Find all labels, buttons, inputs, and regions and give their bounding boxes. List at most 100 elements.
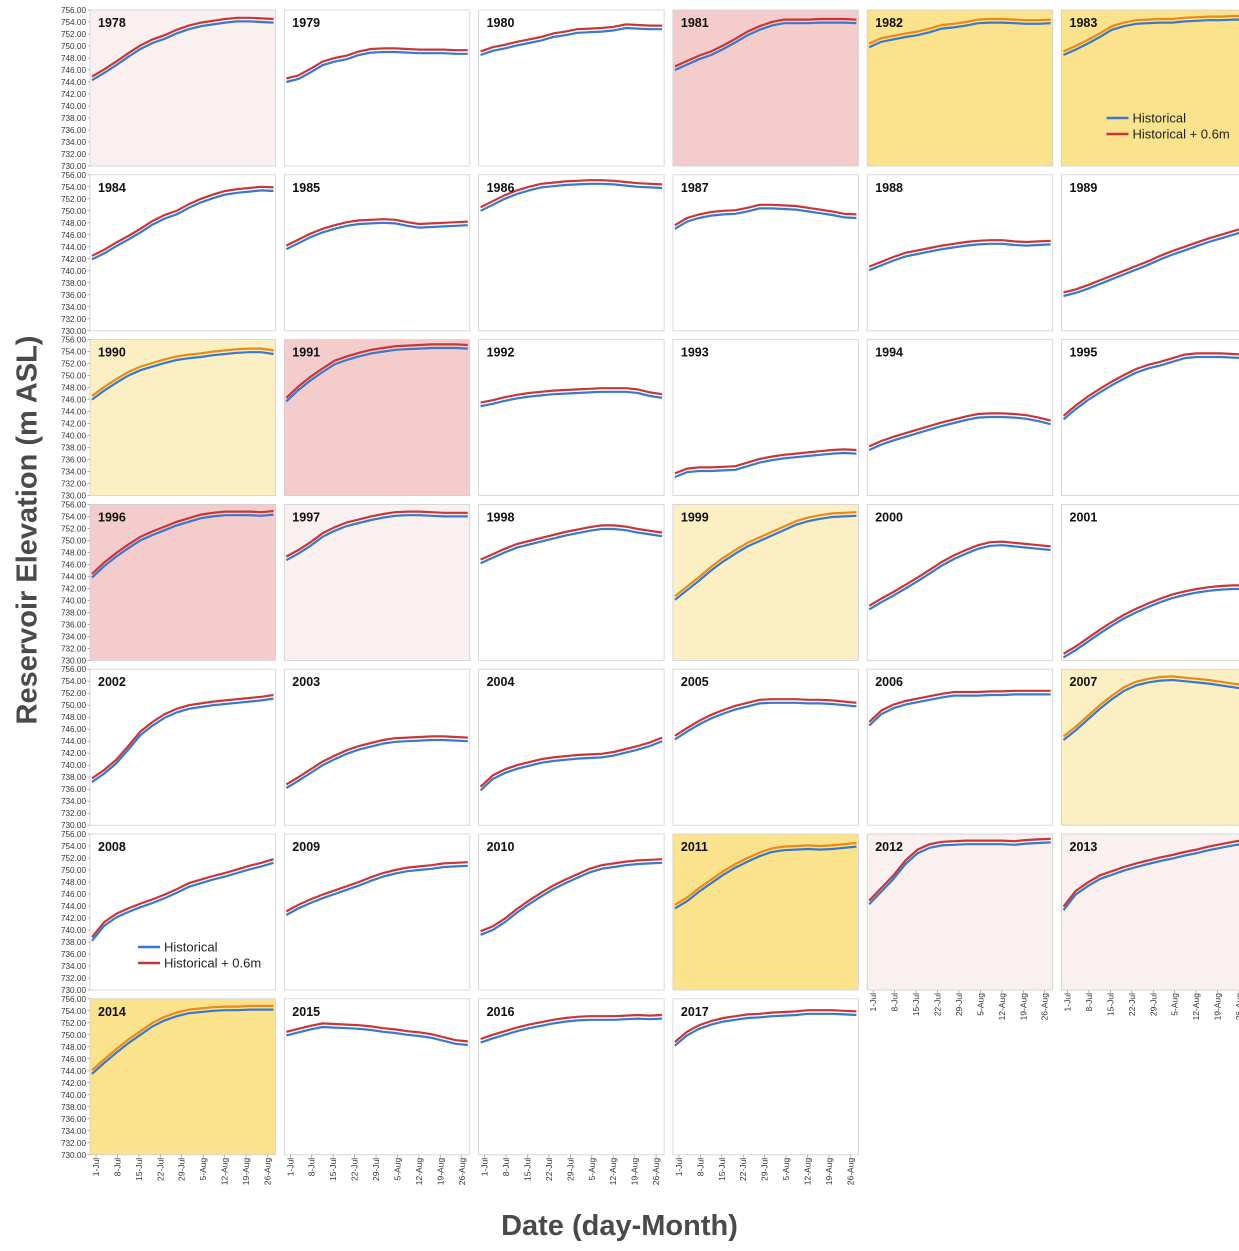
series-line-historical (868, 544, 1051, 611)
x-tick-label: 5-Aug (1170, 993, 1180, 1016)
series-line-historical-plus (674, 511, 857, 598)
y-tick-label: 742.00 (61, 749, 86, 758)
panel-year-label: 2014 (98, 1005, 126, 1019)
panel-2002: 2002 730.00 732.00 734.00 736.00 738.00 740.00… (61, 665, 276, 830)
x-tick-label: 29-Jul (760, 1158, 770, 1181)
panel-year-label: 1993 (681, 346, 709, 360)
panel-background (283, 668, 471, 826)
series-line-historical-plus (868, 837, 1051, 902)
panel-2007: 2007 (1061, 668, 1239, 826)
x-tick-label: 26-Aug (263, 1158, 273, 1186)
panel-2015: 2015 1-Jul 8-Jul 15-Jul 22-Jul 29-Jul 5-Aug 12-… (283, 998, 471, 1185)
series-line-historical (479, 740, 663, 792)
x-tick-label: 15-Jul (1105, 993, 1115, 1016)
x-tick-label: 19-Aug (1018, 993, 1028, 1021)
y-tick-label: 746.00 (61, 725, 86, 734)
series-line-historical (91, 1008, 274, 1075)
y-tick-label: 730.00 (61, 1151, 86, 1160)
x-tick-label: 12-Aug (220, 1158, 230, 1186)
x-tick-label: 8-Jul (307, 1158, 317, 1177)
panel-background (672, 833, 859, 991)
y-tick-label: 750.00 (61, 42, 86, 51)
y-tick-label: 754.00 (61, 1007, 86, 1016)
panel-year-label: 1999 (681, 510, 709, 524)
y-tick-label: 742.00 (61, 584, 86, 593)
panel-year-label: 1980 (487, 16, 515, 30)
y-tick-label: 740.00 (61, 102, 86, 111)
series-line-historical (1062, 355, 1239, 421)
panel-year-label: 2007 (1070, 675, 1098, 689)
series-line-historical-plus (868, 239, 1051, 268)
panel-background (283, 339, 471, 497)
panel-background (283, 9, 471, 167)
series-line-historical-plus (674, 1009, 857, 1043)
panel-1984: 1984 730.00 732.00 734.00 736.00 738.00 740.00… (61, 171, 276, 336)
x-tick-label: 1-Jul (480, 1158, 490, 1177)
series-line-historical (91, 697, 274, 783)
y-tick-label: 752.00 (61, 195, 86, 204)
y-tick-label: 732.00 (61, 480, 86, 489)
panel-background (866, 9, 1054, 167)
panel-year-label: 1978 (98, 16, 126, 30)
panel-1997: 1997 (283, 503, 471, 661)
y-tick-label: 738.00 (61, 114, 86, 123)
panel-background (478, 833, 665, 991)
panel-year-label: 1984 (98, 181, 126, 195)
panel-1990: 1990 730.00 732.00 734.00 736.00 738.00 740.00… (61, 336, 276, 501)
y-tick-label: 736.00 (61, 950, 86, 959)
panel-2016: 2016 1-Jul 8-Jul 15-Jul 22-Jul 29-Jul 5-Aug 12-… (478, 998, 665, 1186)
x-tick-label: 5-Aug (781, 1158, 791, 1181)
panel-background (1061, 833, 1239, 991)
y-tick-label: 742.00 (61, 914, 86, 923)
y-tick-label: 732.00 (61, 809, 86, 818)
series-line-historical-plus (286, 1022, 468, 1043)
panel-1988: 1988 (866, 174, 1054, 332)
series-line-historical-plus (91, 16, 274, 78)
x-tick-label: 15-Jul (522, 1158, 532, 1181)
panel-2001: 2001 (1061, 503, 1239, 661)
panel-1980: 1980 (478, 9, 665, 167)
series-line-historical-plus (480, 23, 663, 53)
y-tick-label: 740.00 (61, 1091, 86, 1100)
series-line-historical (91, 861, 274, 942)
panel-year-label: 2003 (292, 675, 320, 689)
series-line-historical (480, 527, 663, 565)
y-tick-label: 738.00 (61, 938, 86, 947)
y-tick-label: 738.00 (61, 279, 86, 288)
x-tick-label: 29-Jul (954, 993, 964, 1016)
y-tick-label: 736.00 (61, 291, 86, 300)
series-line-historical (1062, 843, 1239, 911)
panel-2006: 2006 (866, 668, 1054, 826)
series-line-historical-plus (285, 343, 468, 399)
panel-year-label: 2004 (487, 675, 515, 689)
y-tick-label: 736.00 (61, 785, 86, 794)
y-tick-label: 754.00 (61, 348, 86, 357)
y-tick-label: 748.00 (61, 384, 86, 393)
y-tick-label: 748.00 (61, 878, 86, 887)
panel-year-label: 1988 (875, 181, 903, 195)
series-line-historical (286, 1025, 468, 1047)
panel-background (1061, 174, 1239, 332)
y-tick-label: 750.00 (61, 866, 86, 875)
panel-year-label: 1985 (292, 181, 320, 195)
series-line-historical (285, 221, 468, 251)
panel-year-label: 1994 (875, 346, 903, 360)
panel-2014: 2014 730.00 732.00 734.00 736.00 738.00 740.00… (61, 995, 276, 1185)
panel-year-label: 2010 (487, 840, 515, 854)
panel-year-label: 1982 (875, 16, 903, 30)
x-tick-label: 19-Aug (824, 1158, 834, 1186)
y-tick-label: 754.00 (61, 183, 86, 192)
y-tick-label: 738.00 (61, 608, 86, 617)
y-tick-label: 748.00 (61, 1043, 86, 1052)
y-tick-label: 744.00 (61, 1067, 86, 1076)
y-tick-label: 746.00 (61, 560, 86, 569)
series-line-historical (1063, 18, 1239, 57)
y-tick-label: 750.00 (61, 207, 86, 216)
x-tick-label: 12-Aug (608, 1158, 618, 1186)
y-tick-label: 744.00 (61, 737, 86, 746)
panel-1994: 1994 (866, 339, 1054, 497)
x-tick-label: 29-Jul (177, 1158, 187, 1181)
series-line-historical-plus (674, 17, 857, 68)
y-tick-label: 750.00 (61, 701, 86, 710)
series-line-historical-plus (674, 698, 857, 737)
